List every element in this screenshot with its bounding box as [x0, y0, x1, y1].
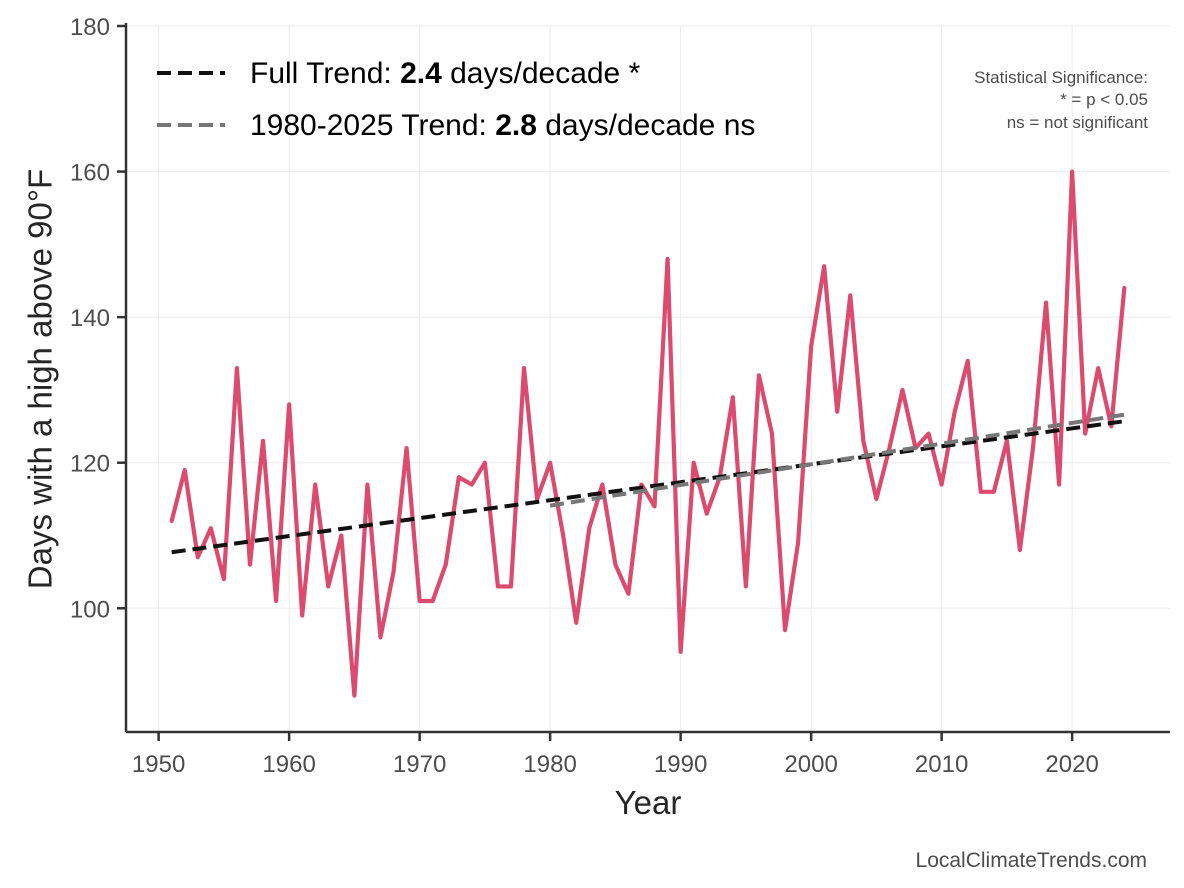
y-tick-label: 120 [70, 451, 110, 478]
series-line-observed [169, 169, 1127, 698]
grid [126, 25, 1170, 732]
x-tick-label: 2020 [1045, 751, 1098, 778]
y-tick-label: 160 [70, 160, 110, 187]
legend: Full Trend: 2.4 days/decade * 1980-2025 … [157, 57, 755, 142]
y-tick-label: 180 [70, 14, 110, 41]
legend-entry-recent-trend: 1980-2025 Trend: 2.8 days/decade ns [250, 109, 755, 142]
source-credit: LocalClimateTrends.com [916, 849, 1147, 872]
series-line-recent-trend [549, 412, 1125, 508]
significance-title: Statistical Significance: [974, 68, 1148, 87]
series-line-full-trend [171, 419, 1125, 555]
legend-prefix: Full Trend: [250, 57, 400, 90]
y-tick-label: 140 [70, 305, 110, 332]
legend-value: 2.4 [400, 57, 442, 90]
legend-suffix: days/decade ns [537, 109, 755, 142]
y-axis-title: Days with a high above 90°F [22, 169, 59, 589]
legend-prefix: 1980-2025 Trend: [250, 109, 495, 142]
legend-value: 2.8 [495, 109, 537, 142]
x-tick-label: 1990 [654, 751, 707, 778]
significance-note: Statistical Significance: * = p < 0.05 n… [974, 68, 1148, 132]
x-tick-label: 1970 [393, 751, 446, 778]
x-tick-label: 1950 [132, 751, 185, 778]
series-layer [169, 169, 1127, 698]
y-tick-label: 100 [70, 596, 110, 623]
axes [124, 23, 1170, 734]
legend-entry-full-trend: Full Trend: 2.4 days/decade * [250, 57, 641, 90]
x-tick-label: 2000 [784, 751, 837, 778]
x-tick-label: 2010 [915, 751, 968, 778]
ticks: 1950 1960 1970 1980 1990 2000 2010 2020 100 120 14… [70, 14, 1099, 778]
significance-ns: ns = not significant [1007, 113, 1149, 132]
legend-suffix: days/decade * [442, 57, 641, 90]
x-axis-title: Year [615, 784, 682, 821]
significance-star: * = p < 0.05 [1060, 90, 1148, 109]
x-tick-label: 1960 [262, 751, 315, 778]
x-tick-label: 1980 [523, 751, 576, 778]
